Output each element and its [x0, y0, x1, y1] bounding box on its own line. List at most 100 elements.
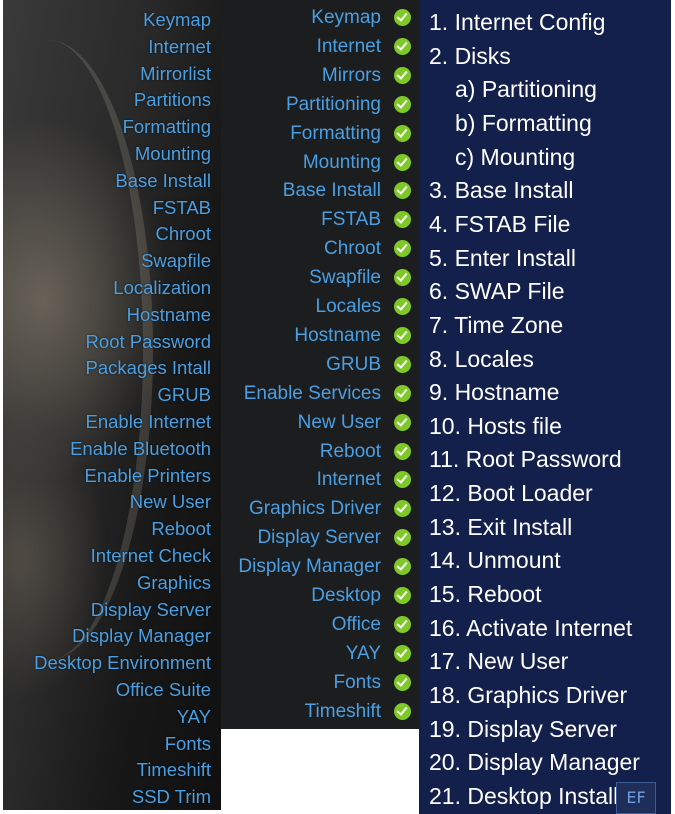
right-step-item: 5. Enter Install: [429, 244, 577, 271]
middle-step-item: Keymap: [311, 7, 381, 28]
middle-step-item: Fonts: [333, 671, 381, 693]
right-step-item: 15. Reboot: [429, 581, 542, 608]
left-step-item: Root Password: [85, 330, 211, 352]
right-step-item: 14. Unmount: [429, 547, 561, 574]
left-step-item: Partitions: [133, 89, 211, 111]
right-step-item: 3. Base Install: [429, 177, 574, 204]
left-step-item: Hostname: [126, 303, 211, 325]
right-numbered-panel: 1. Internet Config 2. Disks a) Partitionin…: [419, 0, 671, 814]
right-step-item: 10. Hosts file: [429, 412, 562, 439]
left-checklist-panel: Keymap Internet Mirrorlist Partitions Format…: [3, 0, 221, 810]
check-icon: [394, 182, 411, 200]
right-step-item: 18. Graphics Driver: [429, 682, 628, 708]
left-step-item: Keymap: [143, 9, 211, 30]
right-substep-item: b) Formatting: [455, 109, 592, 136]
left-step-item: YAY: [176, 705, 211, 727]
middle-step-item: FSTAB: [321, 209, 381, 231]
left-step-item: Graphics: [136, 571, 211, 593]
check-icon: [394, 95, 411, 113]
check-icon: [394, 355, 411, 373]
check-icon: [394, 529, 411, 547]
left-step-item: Reboot: [151, 518, 211, 540]
right-step-item: 6. SWAP File: [429, 278, 565, 305]
left-step-item: Desktop Environment: [34, 652, 211, 674]
background-swirl: [3, 40, 153, 660]
check-icon: [394, 384, 411, 402]
right-step-item: 11. Root Password: [429, 446, 622, 473]
left-step-item: Enable Printers: [84, 464, 211, 486]
right-step-item: 13. Exit Install: [429, 513, 573, 540]
left-step-item: Display Manager: [72, 625, 211, 647]
check-icon: [394, 558, 411, 576]
left-step-item: Mirrorlist: [140, 62, 211, 84]
right-step-item: 1. Internet Config: [429, 9, 606, 35]
left-step-item: GRUB: [157, 384, 211, 406]
left-step-item: Office Suite: [115, 679, 211, 700]
check-icon: [394, 587, 411, 604]
middle-step-item: Display Server: [257, 527, 381, 549]
check-icon: [394, 9, 411, 26]
left-step-item: Timeshift: [136, 759, 211, 781]
middle-step-item: Office: [331, 613, 381, 635]
check-icon: [394, 37, 411, 55]
right-step-item: 8. Locales: [429, 345, 534, 372]
middle-step-item: Formatting: [290, 122, 381, 144]
middle-step-item: Mounting: [302, 151, 381, 173]
left-step-item: SSD Trim: [131, 786, 211, 808]
right-substep-item: a) Partitioning: [455, 76, 597, 103]
check-icon: [394, 615, 411, 633]
check-icon: [394, 500, 411, 518]
middle-step-item: Enable Services: [243, 382, 381, 404]
middle-step-item: Graphics Driver: [249, 498, 381, 520]
right-step-item: 21. Desktop Install: [429, 782, 619, 809]
left-step-item: Enable Bluetooth: [70, 437, 211, 459]
middle-step-item: Swapfile: [309, 267, 381, 289]
check-icon: [394, 326, 411, 344]
middle-step-item: Chroot: [323, 238, 381, 260]
right-step-item: 9. Hostname: [429, 379, 560, 406]
right-step-item: 2. Disks: [429, 42, 511, 69]
middle-step-item: Timeshift: [304, 700, 381, 722]
logo-badge-icon: EF: [616, 782, 656, 814]
left-step-item: Chroot: [155, 223, 211, 245]
left-step-item: Packages Intall: [85, 357, 211, 379]
middle-step-item: Base Install: [282, 180, 381, 202]
middle-step-item: Locales: [315, 296, 382, 317]
middle-step-item: Internet: [316, 469, 381, 491]
left-step-item: Display Server: [90, 598, 211, 620]
right-step-item: 4. FSTAB File: [429, 210, 571, 237]
right-step-item: 17. New User: [429, 648, 569, 675]
check-icon: [394, 644, 411, 662]
middle-step-item: Partitioning: [285, 93, 381, 115]
check-icon: [394, 442, 411, 460]
middle-step-item: Display Manager: [238, 556, 381, 578]
left-step-item: Mounting: [134, 143, 211, 164]
middle-step-item: Internet: [316, 35, 381, 57]
left-step-item: New User: [129, 491, 211, 513]
left-step-item: Formatting: [122, 116, 211, 138]
middle-step-item: Reboot: [319, 440, 381, 462]
middle-step-item: YAY: [345, 642, 381, 664]
check-icon: [394, 413, 411, 431]
check-icon: [394, 124, 411, 142]
left-step-item: Internet: [148, 35, 211, 57]
left-step-item: Swapfile: [141, 250, 211, 272]
right-step-item: 20. Display Manager: [429, 749, 640, 776]
middle-step-item: Mirrors: [321, 64, 381, 86]
middle-step-item: Desktop: [311, 585, 381, 606]
left-step-item: Internet Check: [90, 545, 211, 566]
middle-step-item: Hostname: [294, 324, 381, 346]
middle-step-item: GRUB: [326, 353, 381, 375]
left-step-item: Enable Internet: [85, 411, 211, 432]
left-step-item: Fonts: [164, 732, 211, 754]
check-icon: [394, 702, 411, 720]
check-icon: [394, 66, 411, 84]
right-substep-item: c) Mounting: [455, 143, 576, 170]
right-step-item: 16. Activate Internet: [429, 614, 633, 641]
check-icon: [394, 471, 411, 489]
check-icon: [394, 269, 411, 287]
check-icon: [394, 153, 411, 171]
check-icon: [394, 298, 411, 315]
check-icon: [394, 211, 411, 229]
right-step-item: 7. Time Zone: [429, 311, 564, 338]
